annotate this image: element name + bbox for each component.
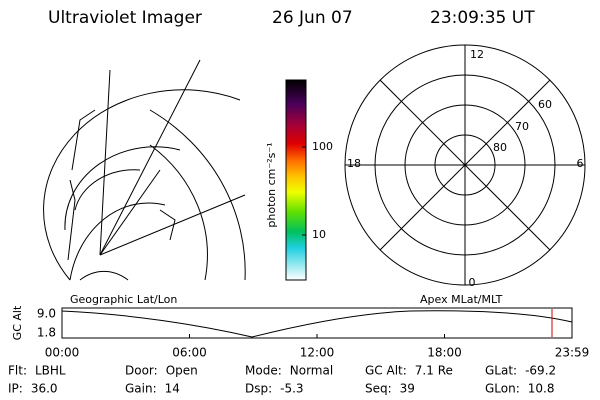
field-value: -69.2 xyxy=(525,364,556,378)
field-label: Seq: xyxy=(365,382,392,396)
date: 26 Jun 07 xyxy=(272,8,353,28)
field-value: 39 xyxy=(400,382,415,396)
orbit-x-tick-label: 12:00 xyxy=(300,346,335,360)
field-value: 14 xyxy=(165,382,180,396)
mlt-label: 6 xyxy=(577,157,584,170)
field-value: -5.3 xyxy=(280,382,303,396)
field-value: 7.1 Re xyxy=(415,364,453,378)
orbit-x-tick-label: 18:00 xyxy=(427,346,462,360)
time: 23:09:35 UT xyxy=(430,8,535,28)
orbit-left-label: Geographic Lat/Lon xyxy=(70,293,177,306)
polar-grid xyxy=(344,44,586,286)
lat-label: 70 xyxy=(515,120,529,133)
colorbar-tick-label: 10 xyxy=(312,228,326,241)
colorbar xyxy=(285,79,307,281)
orbit-y-tick: 9.0 xyxy=(37,307,56,321)
mlt-label: 18 xyxy=(347,157,361,170)
field-label: GLon: xyxy=(485,382,520,396)
field-label: Door: xyxy=(125,364,158,378)
field-label: Flt: xyxy=(8,364,27,378)
field-label: IP: xyxy=(8,382,23,396)
colorbar-label: photon cm⁻²s⁻¹ xyxy=(265,142,278,227)
orbit-x-tick-label: 00:00 xyxy=(45,346,80,360)
lat-label: 60 xyxy=(538,98,552,111)
geo-map xyxy=(43,59,246,281)
field-value: Normal xyxy=(290,364,333,378)
field-label: Mode: xyxy=(245,364,282,378)
field-value: LBHL xyxy=(35,364,66,378)
orbit-right-label: Apex MLat/MLT xyxy=(420,293,503,306)
field-label: Gain: xyxy=(125,382,157,396)
orbit-x-tick-label: 06:00 xyxy=(172,346,207,360)
orbit-curve xyxy=(61,310,573,338)
field-label: GLat: xyxy=(485,364,517,378)
field-value: Open xyxy=(166,364,198,378)
orbit-x-tick-label: 23:59 xyxy=(555,346,590,360)
field-label: GC Alt: xyxy=(365,364,407,378)
colorbar-tick-label: 100 xyxy=(312,140,333,153)
field-label: Dsp: xyxy=(245,382,272,396)
orbit-y-label: GC Alt xyxy=(11,305,24,340)
lat-label: 80 xyxy=(493,141,507,154)
field-value: 10.8 xyxy=(528,382,555,396)
field-value: 36.0 xyxy=(31,382,58,396)
title: Ultraviolet Imager xyxy=(48,8,202,28)
orbit-y-tick: 1.8 xyxy=(37,326,56,340)
mlt-label: 0 xyxy=(469,276,476,289)
mlt-label: 12 xyxy=(470,48,484,61)
